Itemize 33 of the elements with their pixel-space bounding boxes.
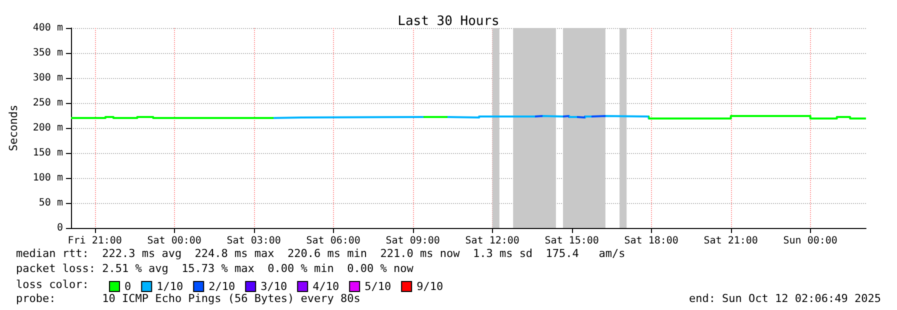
y-tick-label: 250 m — [32, 98, 63, 108]
x-tick-label: Sat 03:00 — [226, 236, 281, 246]
x-tick-label: Sat 21:00 — [704, 236, 758, 246]
text: median rtt: 222.3 ms avg 224.8 ms max 220.6 ms min 221.0 ms now 1.3 ms sd 175.4 am/s — [16, 247, 626, 260]
legend-label: 1/10 — [156, 280, 184, 293]
chart-title: Last 30 Hours — [398, 14, 500, 29]
y-tick-label: 0 — [56, 222, 63, 234]
x-tick-label: Sat 09:00 — [386, 236, 440, 246]
x-tick-label: Sat 15:00 — [544, 236, 599, 246]
legend-label: 5/10 — [364, 280, 392, 293]
y-tick-label: 350 m — [32, 48, 63, 58]
y-tick-label: 150 m — [32, 148, 63, 158]
legend-label: 2/10 — [208, 280, 236, 293]
text: packet loss: 2.51 % avg 15.73 % max 0.00 % min 0.00 % now — [16, 262, 414, 275]
y-tick-label: 50 m — [38, 198, 63, 208]
x-tick-label: Sat 18:00 — [624, 236, 678, 246]
y-tick-label: 100 m — [32, 172, 63, 184]
text: probe: 10 ICMP Echo Pings (56 Bytes) every 80s — [16, 292, 360, 305]
x-tick-label: Sat 12:00 — [465, 236, 520, 246]
legend-title: loss color: — [16, 278, 89, 291]
y-tick-label: 300 m — [32, 72, 63, 84]
y-tick-label: 400 m — [32, 22, 63, 34]
legend-label: 3/10 — [260, 280, 288, 293]
legend-label: 9/10 — [416, 280, 444, 293]
x-tick-label: Sat 06:00 — [306, 236, 360, 246]
x-tick-label: Sun 00:00 — [783, 236, 838, 246]
legend-label: 0 — [124, 280, 132, 293]
legend-label: 4/10 — [312, 280, 340, 293]
x-tick-label: Fri 21:00 — [68, 236, 122, 246]
y-axis-title: Seconds — [7, 104, 20, 152]
x-tick-label: Sat 00:00 — [147, 236, 202, 246]
y-tick-label: 200 m — [32, 122, 63, 134]
text: end: Sun Oct 12 02:06:49 2025 — [688, 292, 882, 305]
